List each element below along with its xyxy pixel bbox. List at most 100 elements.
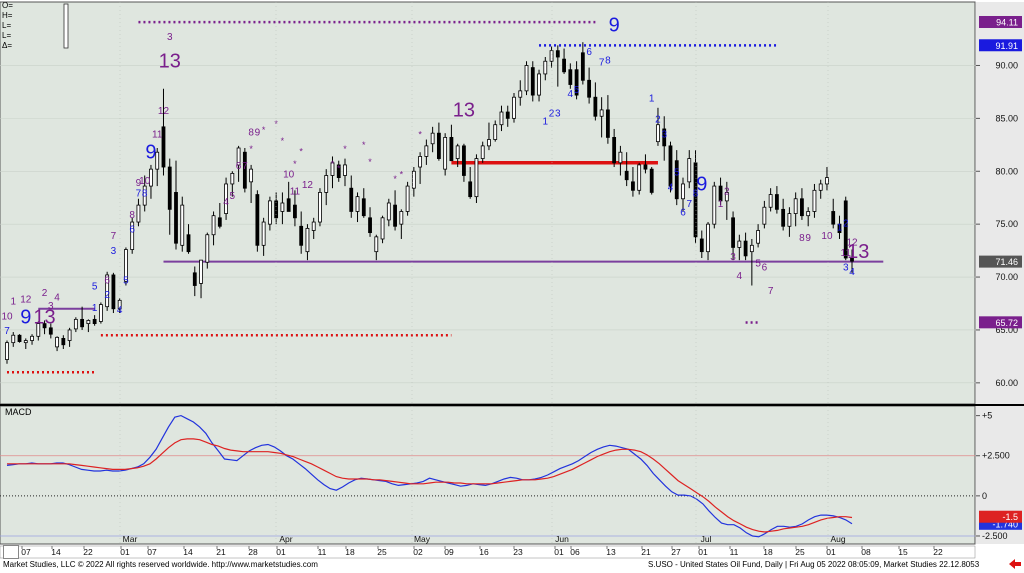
date-tick-label: 14 [183, 547, 193, 557]
candle [318, 188, 322, 227]
candle-body [637, 164, 642, 191]
candle-body [61, 338, 66, 346]
candle [468, 167, 473, 199]
candle-body [11, 334, 16, 344]
star-marker: * [281, 136, 285, 146]
candle-body [261, 221, 266, 246]
setup-count-label: 9 [696, 173, 707, 195]
candle [756, 224, 761, 248]
candle [643, 154, 648, 174]
candle [42, 320, 47, 335]
candle-body [825, 177, 829, 185]
candle [349, 175, 354, 218]
candle [831, 198, 836, 229]
candle [480, 141, 485, 163]
count-label: 3 [555, 108, 561, 119]
count-label: 7 [768, 286, 774, 297]
date-tick-label: 01 [698, 547, 708, 557]
star-marker: * [393, 174, 397, 184]
setup-count-label: 13 [453, 99, 475, 121]
candle-body [806, 211, 811, 217]
candle [217, 203, 222, 229]
macd-title: MACD [5, 407, 32, 417]
count-label: 8 [142, 189, 148, 200]
candle [599, 97, 604, 138]
candle-body [280, 202, 285, 212]
count-label: 7 [111, 231, 117, 242]
date-tick-label: 11 [318, 547, 327, 557]
candle-body [774, 194, 779, 210]
candle-body [5, 342, 9, 360]
candle-body [756, 230, 761, 244]
candle [199, 259, 203, 299]
candle-body [712, 185, 717, 225]
count-label: 8 [605, 55, 611, 66]
candle [393, 190, 397, 231]
candle-body [368, 217, 372, 234]
candle-body [374, 236, 379, 253]
candle-body [117, 299, 122, 310]
count-label: 10 [1, 311, 13, 322]
candle-body [98, 304, 103, 322]
month-label: Apr [279, 534, 292, 544]
candle [30, 334, 34, 345]
candle [674, 150, 679, 206]
candle [17, 334, 22, 343]
candle-body [130, 221, 135, 250]
count-label: 7 [136, 189, 142, 200]
candle-body [468, 181, 473, 198]
candle-body [455, 145, 460, 159]
candle [311, 217, 316, 239]
candle-body [205, 234, 210, 263]
star-marker: * [249, 144, 253, 154]
count-label: 2 [843, 218, 849, 229]
star-marker: * [331, 159, 335, 169]
macd-tick-label: +2.500 [982, 451, 1010, 461]
ohlc-change-label: Δ= [2, 41, 13, 50]
candle-body [17, 334, 22, 342]
candle [474, 154, 479, 203]
candle [631, 167, 635, 197]
candle [449, 124, 454, 162]
candle-body [361, 198, 366, 217]
candle-body [305, 227, 310, 253]
candle [324, 169, 329, 206]
candle [374, 234, 379, 261]
ohlc-readout: O= H= L= L= Δ= [2, 1, 13, 51]
star-marker: * [299, 146, 303, 156]
scroll-left-arrow-icon[interactable] [1008, 558, 1022, 570]
date-tick-label: 07 [21, 547, 31, 557]
date-tick-label: 21 [216, 547, 226, 557]
candle-body [36, 323, 41, 337]
count-label: 7 [686, 199, 692, 210]
price-flag [979, 15, 1022, 28]
candle-body [124, 249, 128, 282]
candle-body [574, 69, 579, 96]
candle-body [580, 52, 585, 81]
candle-body [343, 164, 347, 176]
star-marker: * [362, 140, 366, 150]
candle-body [668, 145, 673, 187]
candle [499, 105, 504, 132]
month-label: Aug [830, 534, 845, 544]
candle-body [23, 340, 28, 344]
price-flag-label: 65.72 [995, 318, 1018, 328]
candle [286, 181, 291, 212]
month-label: Jul [701, 534, 712, 544]
candle [718, 177, 723, 206]
candle [574, 61, 579, 100]
candle [355, 192, 360, 223]
candle [80, 306, 85, 330]
candle [662, 116, 667, 161]
candle-body [386, 202, 391, 221]
candle [568, 63, 573, 89]
count-label: 3 [111, 246, 117, 257]
corner-toggle[interactable] [3, 545, 19, 559]
count-label: 9 [136, 178, 142, 189]
symbol-footer: S.USO - United States Oil Fund, Daily | … [648, 560, 980, 569]
count-label: 4 [223, 197, 229, 208]
candle-body [30, 335, 34, 341]
price-flag-label: 91.91 [995, 41, 1018, 51]
candle [724, 181, 729, 220]
candle [236, 145, 241, 182]
